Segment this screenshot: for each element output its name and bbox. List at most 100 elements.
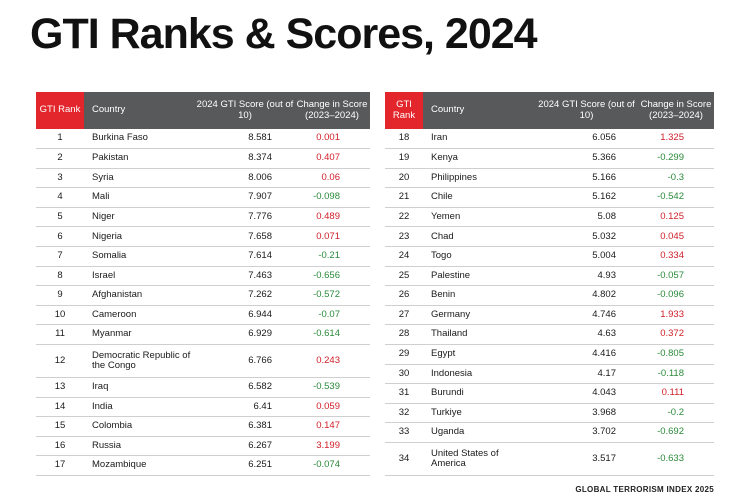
table-row: 12 Democratic Republic of the Congo 6.766 0… bbox=[36, 344, 370, 379]
table-row: 24 Togo 5.004 0.334 bbox=[385, 246, 714, 267]
rank-cell: 24 bbox=[385, 246, 423, 267]
rank-cell: 5 bbox=[36, 207, 84, 228]
table-row: 2 Pakistan 8.374 0.407 bbox=[36, 148, 370, 169]
rank-cell: 21 bbox=[385, 187, 423, 208]
country-cell: Togo bbox=[423, 246, 535, 267]
country-cell: Pakistan bbox=[84, 148, 196, 169]
score-cell: 5.004 bbox=[535, 246, 638, 267]
rank-cell: 33 bbox=[385, 422, 423, 443]
country-cell: Somalia bbox=[84, 246, 196, 267]
table-body-right: 18 Iran 6.056 1.325 19 Kenya 5.366 -0.299 20 Phil… bbox=[385, 129, 714, 476]
country-cell: United States of America bbox=[423, 442, 535, 476]
change-column-header: Change in Score (2023–2024) bbox=[638, 92, 714, 129]
score-cell: 4.746 bbox=[535, 305, 638, 326]
rank-cell: 11 bbox=[36, 324, 84, 346]
rank-cell: 8 bbox=[36, 266, 84, 287]
table-header-row: GTI Rank Country 2024 GTI Score (out of … bbox=[36, 92, 370, 129]
rank-cell: 14 bbox=[36, 397, 84, 418]
country-cell: Egypt bbox=[423, 344, 535, 365]
country-cell: Mozambique bbox=[84, 455, 196, 476]
score-cell: 6.056 bbox=[535, 129, 638, 150]
score-cell: 4.802 bbox=[535, 285, 638, 306]
rank-cell: 18 bbox=[385, 129, 423, 150]
table-row: 27 Germany 4.746 1.933 bbox=[385, 305, 714, 326]
change-cell: -0.542 bbox=[638, 187, 714, 208]
score-cell: 6.582 bbox=[196, 377, 294, 398]
country-cell: Burundi bbox=[423, 383, 535, 404]
country-cell: Benin bbox=[423, 285, 535, 306]
rank-cell: 13 bbox=[36, 377, 84, 398]
table-row: 10 Cameroon 6.944 -0.07 bbox=[36, 305, 370, 326]
country-cell: Chad bbox=[423, 226, 535, 248]
table-row: 7 Somalia 7.614 -0.21 bbox=[36, 246, 370, 267]
change-column-header: Change in Score (2023–2024) bbox=[294, 92, 370, 129]
table-row: 4 Mali 7.907 -0.098 bbox=[36, 187, 370, 208]
rank-cell: 34 bbox=[385, 442, 423, 476]
country-cell: Myanmar bbox=[84, 324, 196, 346]
rank-cell: 26 bbox=[385, 285, 423, 306]
change-cell: -0.2 bbox=[638, 403, 714, 424]
change-cell: -0.057 bbox=[638, 266, 714, 287]
score-cell: 5.08 bbox=[535, 207, 638, 228]
rank-cell: 16 bbox=[36, 436, 84, 457]
change-cell: 0.001 bbox=[294, 129, 370, 150]
country-cell: Germany bbox=[423, 305, 535, 326]
table-row: 26 Benin 4.802 -0.096 bbox=[385, 285, 714, 306]
change-cell: -0.572 bbox=[294, 285, 370, 306]
page-title: GTI Ranks & Scores, 2024 bbox=[30, 10, 538, 58]
country-cell: Nigeria bbox=[84, 226, 196, 248]
country-cell: Thailand bbox=[423, 324, 535, 346]
table-row: 6 Nigeria 7.658 0.071 bbox=[36, 226, 370, 248]
rank-column-header: GTI Rank bbox=[385, 92, 423, 129]
table-row: 14 India 6.41 0.059 bbox=[36, 397, 370, 418]
change-cell: -0.3 bbox=[638, 168, 714, 189]
table-row: 31 Burundi 4.043 0.111 bbox=[385, 383, 714, 404]
table-row: 30 Indonesia 4.17 -0.118 bbox=[385, 364, 714, 385]
table-row: 19 Kenya 5.366 -0.299 bbox=[385, 148, 714, 169]
gti-table-right: GTI Rank Country 2024 GTI Score (out of … bbox=[385, 92, 714, 476]
rank-cell: 20 bbox=[385, 168, 423, 189]
change-cell: 0.372 bbox=[638, 324, 714, 346]
score-cell: 5.162 bbox=[535, 187, 638, 208]
rank-cell: 32 bbox=[385, 403, 423, 424]
change-cell: -0.614 bbox=[294, 324, 370, 346]
country-cell: Philippines bbox=[423, 168, 535, 189]
rank-cell: 27 bbox=[385, 305, 423, 326]
table-row: 1 Burkina Faso 8.581 0.001 bbox=[36, 129, 370, 150]
change-cell: 0.059 bbox=[294, 397, 370, 418]
score-cell: 3.702 bbox=[535, 422, 638, 443]
change-cell: 0.334 bbox=[638, 246, 714, 267]
country-column-header: Country bbox=[423, 92, 535, 129]
change-cell: 0.06 bbox=[294, 168, 370, 189]
country-cell: Iraq bbox=[84, 377, 196, 398]
change-cell: 0.243 bbox=[294, 344, 370, 379]
table-row: 33 Uganda 3.702 -0.692 bbox=[385, 422, 714, 443]
change-cell: -0.07 bbox=[294, 305, 370, 326]
score-cell: 7.658 bbox=[196, 226, 294, 248]
country-column-header: Country bbox=[84, 92, 196, 129]
table-row: 22 Yemen 5.08 0.125 bbox=[385, 207, 714, 228]
table-row: 15 Colombia 6.381 0.147 bbox=[36, 416, 370, 437]
score-cell: 6.41 bbox=[196, 397, 294, 418]
score-cell: 7.262 bbox=[196, 285, 294, 306]
rank-cell: 23 bbox=[385, 226, 423, 248]
rank-column-header: GTI Rank bbox=[36, 92, 84, 129]
table-row: 9 Afghanistan 7.262 -0.572 bbox=[36, 285, 370, 306]
change-cell: -0.21 bbox=[294, 246, 370, 267]
table-row: 20 Philippines 5.166 -0.3 bbox=[385, 168, 714, 189]
change-cell: -0.656 bbox=[294, 266, 370, 287]
country-cell: Cameroon bbox=[84, 305, 196, 326]
score-cell: 8.581 bbox=[196, 129, 294, 150]
score-cell: 6.929 bbox=[196, 324, 294, 346]
country-cell: Turkiye bbox=[423, 403, 535, 424]
table-body-left: 1 Burkina Faso 8.581 0.001 2 Pakistan 8.374 0.4… bbox=[36, 129, 370, 476]
country-cell: Russia bbox=[84, 436, 196, 457]
score-cell: 6.381 bbox=[196, 416, 294, 437]
score-cell: 4.63 bbox=[535, 324, 638, 346]
change-cell: 0.071 bbox=[294, 226, 370, 248]
score-cell: 7.776 bbox=[196, 207, 294, 228]
score-cell: 6.251 bbox=[196, 455, 294, 476]
country-cell: Burkina Faso bbox=[84, 129, 196, 150]
table-row: 32 Turkiye 3.968 -0.2 bbox=[385, 403, 714, 424]
score-cell: 8.006 bbox=[196, 168, 294, 189]
